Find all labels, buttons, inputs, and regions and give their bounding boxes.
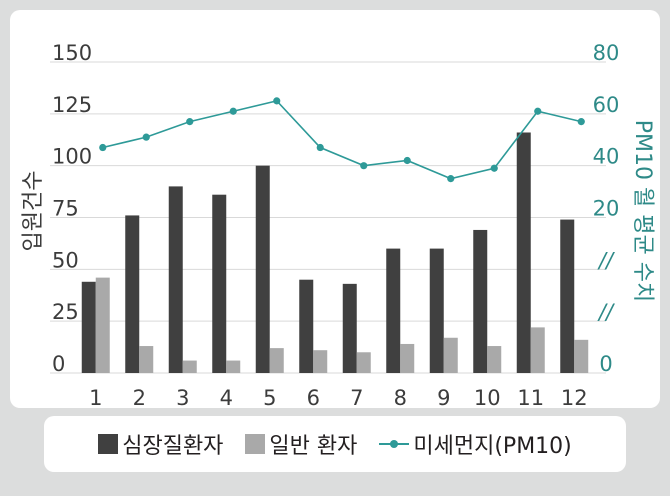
x-tick-label: 3 bbox=[176, 386, 189, 408]
x-tick-label: 1 bbox=[89, 386, 102, 408]
legend-label-pm10: 미세먼지(PM10) bbox=[413, 434, 572, 459]
pm10-point bbox=[186, 118, 194, 126]
legend-line-marker-icon bbox=[379, 438, 410, 450]
x-tick-label: 7 bbox=[350, 386, 363, 408]
right-tick-label: // bbox=[597, 248, 615, 272]
pm10-point bbox=[229, 107, 237, 115]
pm10-point bbox=[534, 107, 542, 115]
left-tick-label: 100 bbox=[52, 145, 92, 169]
x-tick-label: 9 bbox=[437, 386, 450, 408]
legend-label-heart: 심장질환자 bbox=[122, 434, 224, 459]
bar-general bbox=[487, 346, 502, 373]
bar-general bbox=[226, 360, 241, 373]
bar-general bbox=[443, 337, 458, 373]
pm10-series-line bbox=[102, 99, 582, 180]
pm10-point bbox=[99, 143, 107, 152]
legend: 심장질환자 일반 환자 미세먼지(PM10) bbox=[44, 416, 626, 472]
bar-heart bbox=[429, 248, 444, 373]
bar-heart bbox=[81, 281, 96, 373]
pm10-point bbox=[403, 156, 411, 165]
bar-general bbox=[95, 277, 110, 373]
bar-heart bbox=[516, 132, 531, 373]
bar-heart bbox=[168, 186, 183, 373]
left-tick-label: 25 bbox=[52, 300, 79, 324]
bar-heart bbox=[125, 215, 140, 373]
left-axis-title: 입원건수 bbox=[21, 171, 46, 252]
right-tick-label: 0 bbox=[599, 352, 612, 376]
x-tick-label: 10 bbox=[474, 386, 501, 408]
pm10-point bbox=[142, 133, 150, 141]
grid-lines bbox=[50, 61, 606, 374]
legend-label-general: 일반 환자 bbox=[269, 434, 358, 459]
legend-item-general: 일반 환자 bbox=[245, 428, 357, 460]
x-tick-label: 6 bbox=[307, 386, 320, 408]
pm10-point bbox=[490, 164, 498, 172]
bar-general bbox=[356, 352, 371, 373]
right-axis-title: PM10 월 평균 수치 bbox=[630, 120, 655, 302]
bar-general bbox=[574, 339, 589, 373]
bar-general bbox=[400, 343, 415, 373]
bars bbox=[81, 132, 589, 373]
right-tick-label: 80 bbox=[593, 41, 620, 65]
right-tick-label: // bbox=[597, 300, 615, 324]
x-tick-label: 11 bbox=[517, 386, 544, 408]
bar-general bbox=[313, 350, 328, 373]
bar-heart bbox=[386, 248, 401, 373]
legend-swatch-general bbox=[245, 434, 266, 454]
bar-general bbox=[139, 346, 154, 373]
x-tick-label: 8 bbox=[394, 386, 407, 408]
left-tick-label: 0 bbox=[52, 352, 65, 376]
pm10-point bbox=[447, 175, 455, 183]
bar-general bbox=[530, 327, 545, 373]
x-tick-label: 5 bbox=[263, 386, 276, 408]
pm10-point bbox=[316, 143, 324, 152]
legend-swatch-heart bbox=[98, 434, 119, 454]
chart-card: 0 25 50 75 100 125 150 0////20 40 60 80 1 2 3 4 5 6 7 8 9 10… bbox=[10, 10, 660, 408]
legend-item-pm10: 미세먼지(PM10) bbox=[379, 428, 572, 460]
bar-heart bbox=[212, 194, 227, 373]
bar-general bbox=[182, 360, 197, 373]
bar-general bbox=[269, 348, 284, 373]
x-tick-label: 12 bbox=[561, 386, 588, 408]
left-tick-label: 75 bbox=[52, 197, 79, 221]
right-tick-label: 60 bbox=[593, 93, 620, 117]
pm10-point bbox=[360, 162, 368, 170]
legend-item-heart: 심장질환자 bbox=[98, 428, 223, 460]
bar-heart bbox=[560, 219, 575, 373]
bar-heart bbox=[299, 279, 314, 373]
bar-heart bbox=[473, 229, 488, 373]
right-tick-label: 20 bbox=[593, 197, 620, 221]
left-tick-label: 50 bbox=[52, 248, 79, 272]
left-tick-label: 150 bbox=[52, 41, 92, 65]
bar-heart bbox=[342, 283, 357, 373]
left-tick-label: 125 bbox=[52, 93, 92, 117]
pm10-point bbox=[577, 118, 585, 126]
pm10-point bbox=[273, 97, 281, 105]
bar-heart bbox=[255, 165, 270, 373]
x-tick-label: 4 bbox=[220, 386, 233, 408]
right-tick-label: 40 bbox=[593, 145, 620, 169]
x-tick-label: 2 bbox=[133, 386, 146, 408]
pm10-line bbox=[99, 97, 585, 183]
